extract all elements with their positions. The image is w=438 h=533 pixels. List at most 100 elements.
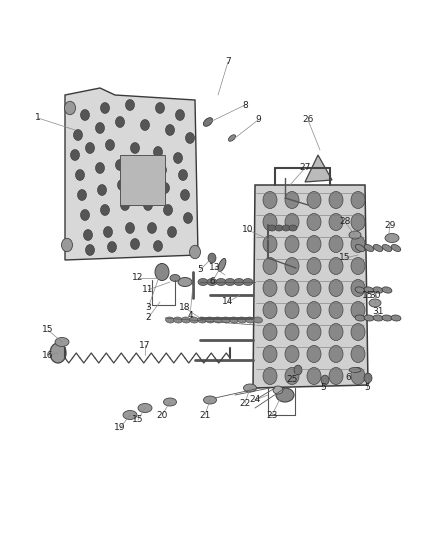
Ellipse shape <box>276 388 294 402</box>
Polygon shape <box>305 155 332 182</box>
Circle shape <box>84 230 92 240</box>
Text: 25: 25 <box>286 376 298 384</box>
Ellipse shape <box>391 245 401 252</box>
Ellipse shape <box>205 317 215 323</box>
Ellipse shape <box>246 317 254 323</box>
Text: 15: 15 <box>132 416 144 424</box>
Ellipse shape <box>204 396 216 404</box>
Text: 18: 18 <box>179 303 191 312</box>
Ellipse shape <box>198 279 208 286</box>
Circle shape <box>263 191 277 208</box>
Text: 8: 8 <box>242 101 248 109</box>
Ellipse shape <box>243 279 253 286</box>
Text: 3: 3 <box>145 303 151 312</box>
Circle shape <box>307 345 321 362</box>
Text: 20: 20 <box>156 410 168 419</box>
Ellipse shape <box>216 279 226 286</box>
Circle shape <box>78 190 86 200</box>
Circle shape <box>173 152 183 164</box>
Ellipse shape <box>234 279 244 286</box>
Circle shape <box>184 213 192 223</box>
Ellipse shape <box>190 317 198 323</box>
Circle shape <box>329 367 343 384</box>
Circle shape <box>263 302 277 319</box>
Text: 5: 5 <box>364 384 370 392</box>
Polygon shape <box>253 185 368 388</box>
Ellipse shape <box>237 317 247 323</box>
Circle shape <box>98 184 106 196</box>
Ellipse shape <box>163 398 177 406</box>
Text: 14: 14 <box>223 297 234 306</box>
Circle shape <box>329 345 343 362</box>
Ellipse shape <box>382 245 392 252</box>
Circle shape <box>263 345 277 362</box>
Circle shape <box>190 245 201 259</box>
Circle shape <box>126 100 134 110</box>
Circle shape <box>285 191 299 208</box>
Circle shape <box>120 199 130 211</box>
Circle shape <box>158 165 166 175</box>
Ellipse shape <box>213 317 223 323</box>
Text: 5: 5 <box>197 265 203 274</box>
Text: 27: 27 <box>299 164 311 173</box>
Ellipse shape <box>228 135 236 141</box>
Circle shape <box>180 190 190 200</box>
Text: 31: 31 <box>372 308 384 317</box>
Ellipse shape <box>369 299 381 307</box>
Ellipse shape <box>268 225 276 231</box>
Circle shape <box>141 119 149 131</box>
Ellipse shape <box>203 118 212 126</box>
Circle shape <box>307 279 321 296</box>
Ellipse shape <box>218 259 226 271</box>
Circle shape <box>95 163 105 173</box>
Circle shape <box>285 236 299 253</box>
Circle shape <box>263 236 277 253</box>
Circle shape <box>131 142 139 154</box>
Circle shape <box>148 222 156 233</box>
Circle shape <box>263 324 277 341</box>
Text: 7: 7 <box>225 58 231 67</box>
Text: 6: 6 <box>209 278 215 287</box>
Text: 4: 4 <box>187 311 193 320</box>
Circle shape <box>351 367 365 384</box>
Circle shape <box>81 109 89 120</box>
Ellipse shape <box>173 317 183 323</box>
Circle shape <box>176 109 184 120</box>
Circle shape <box>285 345 299 362</box>
Circle shape <box>285 324 299 341</box>
Ellipse shape <box>55 337 69 346</box>
Ellipse shape <box>123 410 137 419</box>
Circle shape <box>166 125 174 135</box>
Text: 2: 2 <box>145 313 151 322</box>
Circle shape <box>307 214 321 230</box>
Circle shape <box>329 324 343 341</box>
Circle shape <box>103 227 113 238</box>
Text: 30: 30 <box>369 290 381 300</box>
Circle shape <box>95 123 105 133</box>
Circle shape <box>116 159 124 171</box>
Text: 1: 1 <box>35 114 41 123</box>
Circle shape <box>351 214 365 230</box>
Circle shape <box>351 302 365 319</box>
Text: 19: 19 <box>114 424 126 432</box>
Text: 15: 15 <box>339 254 351 262</box>
Ellipse shape <box>225 279 235 286</box>
Ellipse shape <box>373 245 383 252</box>
Circle shape <box>364 373 372 383</box>
Ellipse shape <box>391 315 401 321</box>
Polygon shape <box>65 88 198 260</box>
Circle shape <box>107 241 117 253</box>
Circle shape <box>75 169 85 181</box>
Circle shape <box>85 142 95 154</box>
Circle shape <box>285 302 299 319</box>
Circle shape <box>126 222 134 233</box>
Ellipse shape <box>382 315 392 321</box>
Circle shape <box>163 205 173 215</box>
Circle shape <box>307 236 321 253</box>
Circle shape <box>81 209 89 221</box>
Circle shape <box>71 150 80 160</box>
Circle shape <box>329 302 343 319</box>
Ellipse shape <box>207 279 217 286</box>
Text: 12: 12 <box>132 273 144 282</box>
Text: 6: 6 <box>345 374 351 383</box>
